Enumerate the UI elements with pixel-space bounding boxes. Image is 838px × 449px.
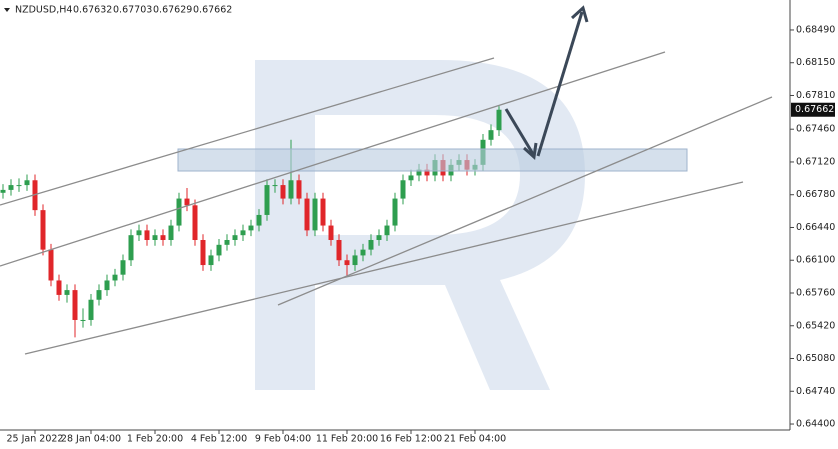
watermark <box>255 60 585 390</box>
candle-body <box>216 244 222 256</box>
candle-body <box>288 180 294 199</box>
candle-body <box>408 175 414 181</box>
x-tick-label: 25 Jan 2022 <box>7 434 64 445</box>
y-tick-label: 0.65420 <box>796 320 835 331</box>
arrow-up <box>536 11 584 157</box>
y-tick-label: 0.66780 <box>796 189 835 200</box>
x-tick-label: 21 Feb 04:00 <box>444 434 506 445</box>
candle-body <box>208 255 214 266</box>
candle-body <box>224 240 230 245</box>
candle-body <box>176 198 182 226</box>
logo <box>255 60 585 390</box>
candle-body <box>72 290 78 320</box>
candle-body <box>24 180 30 186</box>
candle-body <box>144 230 150 241</box>
trend-line <box>0 57 495 206</box>
current-price: 0.67662 <box>795 104 834 115</box>
y-tick-label: 0.68490 <box>796 24 835 35</box>
y-tick-label: 0.64400 <box>796 419 835 430</box>
y-tick-label: 0.64740 <box>796 386 835 397</box>
trend-line <box>0 51 666 267</box>
candle-body <box>496 109 502 131</box>
header-open: 0.67632 <box>73 5 112 16</box>
y-tick-label: 0.65080 <box>796 353 835 364</box>
arrow-head <box>570 5 589 23</box>
candle-body <box>488 130 494 140</box>
candle-body <box>296 180 302 199</box>
candle-body <box>184 198 190 206</box>
trend-line <box>277 96 773 306</box>
candle-body <box>16 185 22 187</box>
header-high: 0.67703 <box>113 5 152 16</box>
header-close: 0.67662 <box>193 5 232 16</box>
candle-body <box>312 198 318 231</box>
candle-body <box>400 180 406 199</box>
trend-line <box>24 181 744 355</box>
x-tick-label: 1 Feb 20:00 <box>127 434 183 445</box>
candle-body <box>352 255 358 266</box>
candle-body <box>360 249 366 256</box>
y-tick-label: 0.67810 <box>796 90 835 101</box>
y-tick-label: 0.68150 <box>796 57 835 68</box>
candle-body <box>304 198 310 231</box>
x-tick-label: 9 Feb 04:00 <box>255 434 311 445</box>
candle-body <box>152 235 158 241</box>
candle-body <box>104 280 110 291</box>
candle-body <box>384 225 390 236</box>
candle-body <box>88 299 94 320</box>
candle-body <box>40 210 46 250</box>
y-tick-label: 0.66100 <box>796 255 835 266</box>
price-box <box>791 102 835 117</box>
candle-body <box>376 235 382 241</box>
x-tick-label: 28 Jan 04:00 <box>61 434 121 445</box>
candle-body <box>392 198 398 226</box>
candle-body <box>240 230 246 236</box>
y-tick-label: 0.65760 <box>796 287 835 298</box>
resistance-zone <box>177 148 688 172</box>
candle-body <box>8 185 14 190</box>
candle-body <box>328 225 334 241</box>
x-tick-label: 4 Feb 12:00 <box>191 434 247 445</box>
candle-body <box>336 240 342 261</box>
candle-body <box>320 198 326 226</box>
menu-triangle <box>4 8 10 12</box>
y-tick-label: 0.67120 <box>796 156 835 167</box>
candle-body <box>48 249 54 281</box>
candle-body <box>264 185 270 215</box>
candle-body <box>64 290 70 295</box>
candle-body <box>96 290 102 300</box>
candle-body <box>112 274 118 281</box>
candle-body <box>424 169 430 176</box>
candle-body <box>248 225 254 231</box>
y-tick-label: 0.67460 <box>796 124 835 135</box>
candle-body <box>56 280 62 295</box>
header-low: 0.67629 <box>153 5 192 16</box>
forecast-arrow <box>504 5 589 160</box>
candle-body <box>160 235 166 241</box>
symbol: NZDUSD,H4 <box>15 5 72 16</box>
candle-body <box>272 185 278 187</box>
candle-body <box>368 240 374 250</box>
candle-body <box>120 260 126 275</box>
arrow-head <box>522 142 538 160</box>
candle-body <box>80 319 86 321</box>
arrow-down <box>504 108 535 155</box>
candle-body <box>136 230 142 236</box>
y-tick-label: 0.66440 <box>796 222 835 233</box>
candle-body <box>192 205 198 241</box>
x-tick-label: 16 Feb 12:00 <box>380 434 442 445</box>
candle-body <box>416 169 422 176</box>
candle-body <box>232 235 238 241</box>
candle-body <box>0 189 6 193</box>
candle-body <box>168 225 174 241</box>
candle-body <box>344 260 350 266</box>
plot <box>0 106 502 338</box>
candle-body <box>200 240 206 266</box>
candle-body <box>128 235 134 261</box>
x-tick-label: 11 Feb 20:00 <box>316 434 378 445</box>
candle-body <box>280 185 286 199</box>
candle-body <box>256 214 262 226</box>
